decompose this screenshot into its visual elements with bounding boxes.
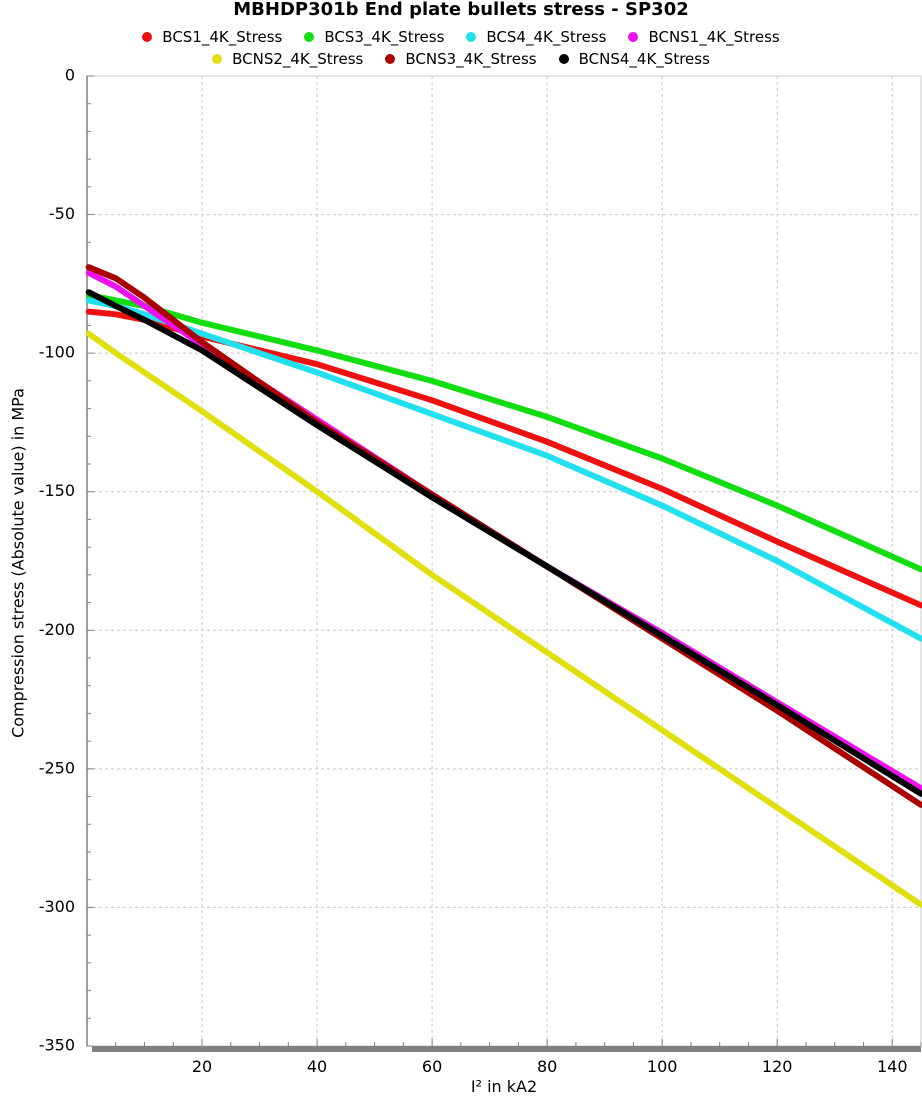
legend-item[interactable]: BCNS3_4K_Stress (385, 50, 537, 68)
plot-frame (86, 75, 922, 1047)
legend-item[interactable]: BCNS1_4K_Stress (628, 28, 780, 46)
x-tick-labels: 20 40 60 80 100 120 140 (192, 1057, 908, 1076)
x-tick-label: 100 (647, 1057, 678, 1076)
y-tick-label: -350 (39, 1036, 75, 1055)
y-tick-labels: 0 -50 -100 -150 -200 -250 -300 -350 (39, 66, 75, 1055)
legend-row: BCNS2_4K_Stress BCNS3_4K_Stress BCNS4_4K_S… (0, 48, 922, 70)
y-tick-label: -300 (39, 897, 75, 916)
legend-item[interactable]: BCS1_4K_Stress (142, 28, 282, 46)
legend-label: BCNS1_4K_Stress (648, 28, 780, 46)
series-line-BCS3_4K_Stress (85, 291, 922, 573)
y-tick-label: -100 (39, 343, 75, 362)
legend-label: BCS3_4K_Stress (324, 28, 445, 46)
y-tick-label: -150 (39, 481, 75, 500)
series-lines (85, 264, 922, 908)
legend-marker-icon (628, 32, 639, 42)
legend-item[interactable]: BCS3_4K_Stress (304, 28, 444, 46)
legend-label: BCS4_4K_Stress (486, 28, 607, 46)
legend-item[interactable]: BCNS2_4K_Stress (212, 50, 363, 68)
x-axis-label: I² in kA2 (471, 1077, 537, 1096)
y-tick-label: -250 (39, 758, 75, 777)
legend-item[interactable]: BCNS4_4K_Stress (558, 50, 710, 68)
series-line-BCNS2_4K_Stress (85, 330, 922, 908)
x-tick-label: 140 (877, 1057, 908, 1076)
legend-label: BCNS3_4K_Stress (405, 50, 537, 68)
x-tick-label: 80 (537, 1057, 557, 1076)
chart-title: MBHDP301b End plate bullets stress - SP3… (233, 0, 689, 20)
legend-row: BCS1_4K_Stress BCS3_4K_Stress BCS4_4K_Stre… (0, 26, 922, 48)
legend-marker-icon (385, 54, 396, 64)
grid-lines (87, 76, 921, 1046)
y-tick-label: -200 (39, 620, 75, 639)
series-line-BCNS4_4K_Stress (85, 289, 922, 797)
x-tick-label: 40 (307, 1057, 327, 1076)
legend-item[interactable]: BCS4_4K_Stress (466, 28, 606, 46)
legend-marker-icon (142, 32, 153, 42)
series-line-BCNS3_4K_Stress (85, 264, 922, 808)
x-tick-label: 60 (422, 1057, 442, 1076)
legend-marker-icon (304, 32, 315, 42)
legend-marker-icon (212, 54, 223, 64)
x-axis-bar (92, 1046, 921, 1052)
legend-marker-icon (558, 54, 569, 64)
legend-label: BCNS4_4K_Stress (578, 50, 710, 68)
y-axis-label: Compression stress (Absolute value) in M… (9, 388, 28, 738)
legend-marker-icon (466, 32, 477, 42)
legend-label: BCS1_4K_Stress (162, 28, 283, 46)
minor-ticks (87, 75, 922, 1047)
legend-label: BCNS2_4K_Stress (232, 50, 364, 68)
y-tick-label: -50 (49, 204, 75, 223)
series-line-BCS1_4K_Stress (85, 308, 922, 609)
x-tick-label: 20 (192, 1057, 212, 1076)
x-tick-label: 120 (762, 1057, 793, 1076)
y-tick-label: 0 (65, 66, 75, 85)
chart-legend[interactable]: BCS1_4K_Stress BCS3_4K_Stress BCS4_4K_Stre… (0, 26, 922, 70)
